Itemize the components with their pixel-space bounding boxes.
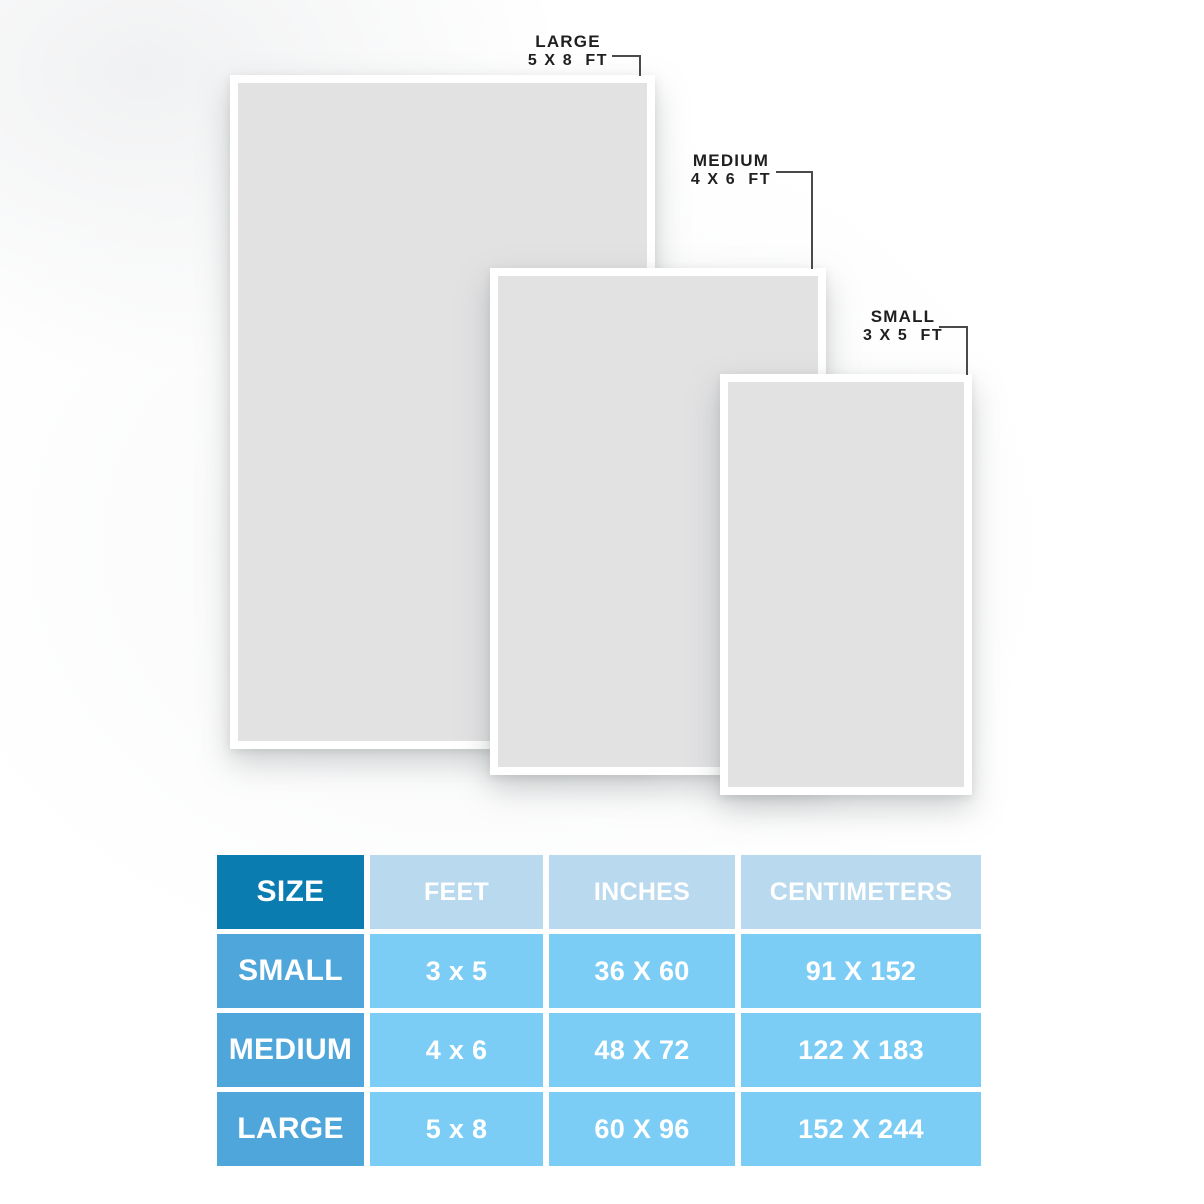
rug-panel-small [720,374,972,795]
callout-large-dims: 5 X 8 FT [527,51,609,69]
row-large-feet: 5 x 8 [370,1092,543,1166]
callout-small: SMALL 3 X 5 FT [863,307,944,345]
rug-panel-small-surface [728,382,964,787]
row-small-centimeters: 91 X 152 [741,934,981,1008]
leader-line-medium [776,171,813,269]
callout-small-dims: 3 X 5 FT [863,326,944,344]
callout-large-name: LARGE [535,32,601,51]
callout-medium-name: MEDIUM [692,151,770,170]
row-large-inches: 60 X 96 [549,1092,735,1166]
leader-line-small [939,326,968,375]
header-cell-feet: FEET [370,855,543,929]
row-medium-centimeters: 122 X 183 [741,1013,981,1087]
header-cell-centimeters: CENTIMETERS [741,855,981,929]
header-cell-size: SIZE [217,855,364,929]
header-cell-inches: INCHES [549,855,735,929]
callout-medium-dims: 4 X 6 FT [690,170,772,188]
row-small-inches: 36 X 60 [549,934,735,1008]
row-small-label: SMALL [217,934,364,1008]
callout-medium: MEDIUM 4 X 6 FT [686,151,776,189]
row-medium-label: MEDIUM [217,1013,364,1087]
leader-line-large [612,55,641,76]
row-large-label: LARGE [217,1092,364,1166]
callout-small-name: SMALL [870,307,936,326]
row-large-centimeters: 152 X 244 [741,1092,981,1166]
callout-large: LARGE 5 X 8 FT [523,32,613,70]
row-medium-feet: 4 x 6 [370,1013,543,1087]
row-small-feet: 3 x 5 [370,934,543,1008]
size-table: SIZE FEET INCHES CENTIMETERS SMALL 3 x 5… [217,855,981,1166]
row-medium-inches: 48 X 72 [549,1013,735,1087]
